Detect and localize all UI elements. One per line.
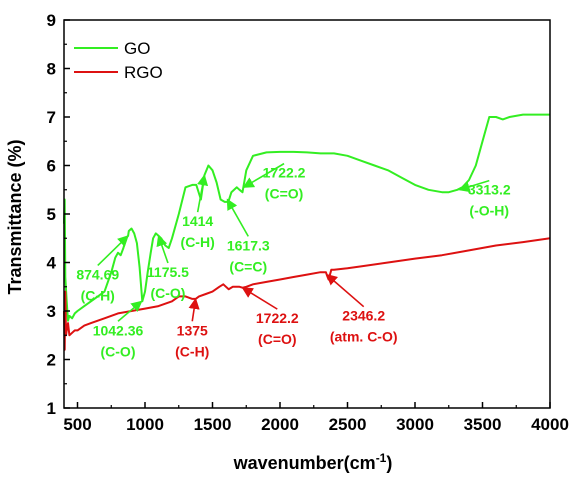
x-tick-label: 3500 bbox=[464, 415, 502, 434]
annotation-arrow bbox=[117, 300, 143, 322]
annotation-label: (C-H) bbox=[175, 343, 209, 359]
y-tick-label: 9 bbox=[47, 11, 56, 30]
y-tick-label: 5 bbox=[47, 205, 56, 224]
y-tick-label: 7 bbox=[47, 108, 56, 127]
annotation-label: 1042.36 bbox=[93, 322, 144, 338]
annotation-label: (C-H) bbox=[81, 287, 115, 303]
annotation-arrow bbox=[188, 297, 200, 322]
x-axis-title-superscript: -1 bbox=[376, 451, 387, 465]
y-tick-label: 6 bbox=[47, 157, 56, 176]
annotation-label: (C=O) bbox=[265, 186, 304, 202]
annotation-arrow bbox=[97, 235, 129, 267]
y-tick-label: 2 bbox=[47, 351, 56, 370]
series-line-rgo bbox=[63, 237, 551, 351]
annotation-label: 1617.3 bbox=[227, 237, 270, 253]
series-layer bbox=[63, 113, 551, 351]
x-tick-label: 500 bbox=[63, 415, 91, 434]
x-tick-label: 2000 bbox=[261, 415, 299, 434]
series-line-go bbox=[63, 113, 550, 322]
annotation-arrow bbox=[226, 198, 249, 237]
annotation-arrow bbox=[242, 162, 285, 189]
annotation-label: (C=C) bbox=[229, 258, 267, 274]
axes-layer: 500 1000 1500 2000 2500 3000 3500 4000 1 2 3 4 5 6 7 8 9 bbox=[47, 11, 569, 434]
x-axis-title-main: wavenumber(cm bbox=[233, 453, 376, 473]
y-tick-label: 1 bbox=[47, 399, 56, 418]
annotation-layer: 874.69 (C-H) 1042.36 (C-O) 1175.5 (C-O) 1414 (C… bbox=[76, 162, 511, 359]
legend: GO RGO bbox=[74, 39, 163, 82]
y-tick-label: 4 bbox=[47, 254, 57, 273]
annotation-label: (atm. C-O) bbox=[330, 329, 398, 345]
annotation-label: (C-O) bbox=[101, 343, 136, 359]
annotation-label: (C-O) bbox=[150, 285, 185, 301]
x-tick-label: 1000 bbox=[126, 415, 164, 434]
x-tick-label: 1500 bbox=[194, 415, 232, 434]
annotation-label: 2346.2 bbox=[342, 308, 385, 324]
legend-label-go: GO bbox=[124, 39, 150, 58]
annotation-label: 1175.5 bbox=[147, 264, 189, 280]
x-axis-title-end: ) bbox=[386, 453, 392, 473]
x-tick-label: 2500 bbox=[329, 415, 367, 434]
y-tick-label: 3 bbox=[47, 302, 56, 321]
y-tick-label: 8 bbox=[47, 60, 56, 79]
annotation-arrow bbox=[241, 287, 278, 310]
annotation-label: (C-H) bbox=[181, 234, 215, 250]
annotation-label: (-O-H) bbox=[469, 203, 509, 219]
y-axis-title: Transmittance (%) bbox=[5, 139, 25, 294]
legend-label-rgo: RGO bbox=[124, 63, 163, 82]
x-axis-title: wavenumber(cm-1) bbox=[233, 451, 393, 473]
annotation-label: 1722.2 bbox=[263, 165, 306, 181]
x-tick-label: 3000 bbox=[396, 415, 434, 434]
annotation-label: 1375 bbox=[177, 322, 208, 338]
annotation-label: 3313.2 bbox=[468, 182, 511, 198]
annotation-label: (C=O) bbox=[258, 331, 297, 347]
annotation-arrow bbox=[458, 179, 490, 193]
annotation-label: 1414 bbox=[182, 213, 213, 229]
annotation-label: 1722.2 bbox=[256, 310, 299, 326]
annotation-arrow bbox=[156, 234, 169, 264]
x-tick-label: 4000 bbox=[531, 415, 569, 434]
annotation-arrow bbox=[196, 174, 209, 213]
annotation-label: 874.69 bbox=[76, 266, 119, 282]
annotation-arrow bbox=[325, 273, 365, 308]
